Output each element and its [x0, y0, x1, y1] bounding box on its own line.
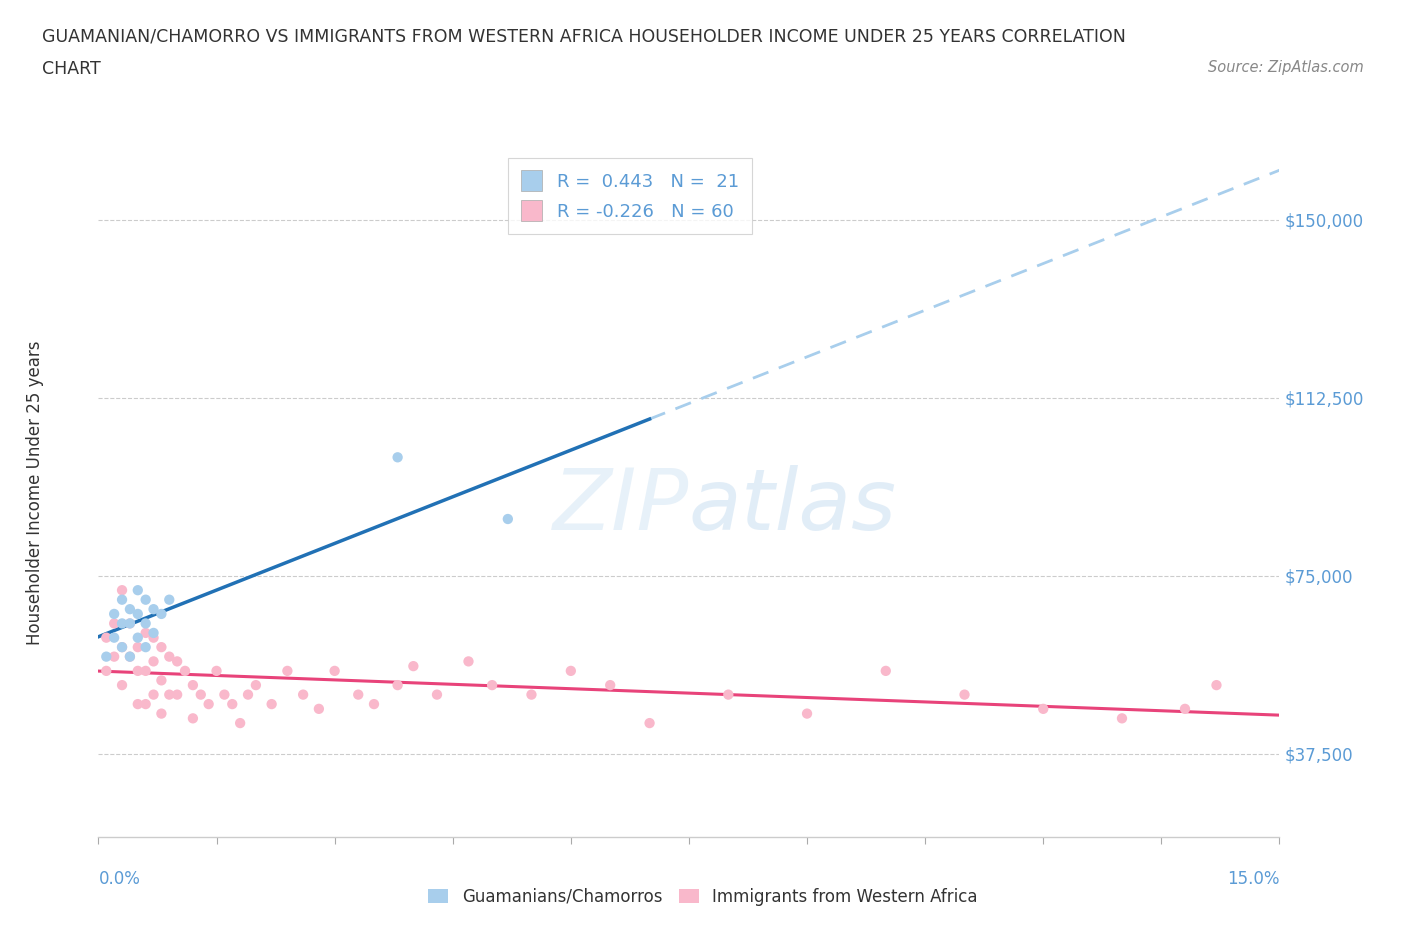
Text: 0.0%: 0.0%	[98, 870, 141, 887]
Point	[135, 640, 157, 655]
Point	[135, 663, 157, 678]
Point	[1111, 711, 1133, 725]
Point	[457, 654, 479, 669]
Point	[96, 649, 118, 664]
Point	[638, 716, 661, 731]
Point	[157, 649, 180, 664]
Point	[111, 640, 134, 655]
Point	[1174, 701, 1197, 716]
Point	[308, 701, 330, 716]
Point	[127, 640, 149, 655]
Point	[118, 616, 141, 631]
Point	[118, 649, 141, 664]
Point	[560, 663, 582, 678]
Legend: Guamanians/Chamorros, Immigrants from Western Africa: Guamanians/Chamorros, Immigrants from We…	[422, 881, 984, 912]
Point	[387, 678, 409, 693]
Point	[426, 687, 449, 702]
Point	[875, 663, 897, 678]
Point	[166, 654, 188, 669]
Text: atlas: atlas	[689, 465, 897, 548]
Point	[363, 697, 385, 711]
Point	[111, 616, 134, 631]
Point	[135, 626, 157, 641]
Point	[221, 697, 243, 711]
Point	[205, 663, 228, 678]
Point	[229, 716, 252, 731]
Point	[402, 658, 425, 673]
Point	[347, 687, 370, 702]
Text: CHART: CHART	[42, 60, 101, 78]
Point	[197, 697, 219, 711]
Point	[599, 678, 621, 693]
Point	[236, 687, 259, 702]
Point	[111, 592, 134, 607]
Point	[292, 687, 315, 702]
Point	[103, 649, 125, 664]
Point	[111, 583, 134, 598]
Point	[103, 616, 125, 631]
Point	[127, 663, 149, 678]
Point	[142, 631, 165, 645]
Point	[118, 616, 141, 631]
Point	[142, 687, 165, 702]
Point	[323, 663, 346, 678]
Point	[181, 678, 204, 693]
Point	[387, 450, 409, 465]
Point	[127, 583, 149, 598]
Point	[127, 697, 149, 711]
Point	[118, 649, 141, 664]
Point	[260, 697, 283, 711]
Point	[142, 626, 165, 641]
Point	[111, 678, 134, 693]
Point	[157, 687, 180, 702]
Point	[174, 663, 197, 678]
Point	[135, 697, 157, 711]
Point	[1205, 678, 1227, 693]
Text: ZIP: ZIP	[553, 465, 689, 548]
Point	[717, 687, 740, 702]
Point	[142, 654, 165, 669]
Point	[150, 706, 173, 721]
Point	[150, 673, 173, 688]
Point	[142, 602, 165, 617]
Text: GUAMANIAN/CHAMORRO VS IMMIGRANTS FROM WESTERN AFRICA HOUSEHOLDER INCOME UNDER 25: GUAMANIAN/CHAMORRO VS IMMIGRANTS FROM WE…	[42, 28, 1126, 46]
Point	[103, 606, 125, 621]
Point	[103, 631, 125, 645]
Text: Source: ZipAtlas.com: Source: ZipAtlas.com	[1208, 60, 1364, 75]
Text: Householder Income Under 25 years: Householder Income Under 25 years	[27, 340, 44, 645]
Point	[181, 711, 204, 725]
Point	[157, 592, 180, 607]
Point	[111, 640, 134, 655]
Point	[276, 663, 298, 678]
Point	[520, 687, 543, 702]
Point	[796, 706, 818, 721]
Point	[953, 687, 976, 702]
Point	[135, 616, 157, 631]
Point	[245, 678, 267, 693]
Point	[96, 663, 118, 678]
Point	[190, 687, 212, 702]
Point	[150, 606, 173, 621]
Point	[481, 678, 503, 693]
Point	[135, 592, 157, 607]
Point	[150, 640, 173, 655]
Point	[127, 631, 149, 645]
Point	[96, 631, 118, 645]
Text: 15.0%: 15.0%	[1227, 870, 1279, 887]
Point	[118, 602, 141, 617]
Point	[127, 606, 149, 621]
Point	[1032, 701, 1054, 716]
Point	[166, 687, 188, 702]
Point	[214, 687, 236, 702]
Point	[496, 512, 519, 526]
Legend: R =  0.443   N =  21, R = -0.226   N = 60: R = 0.443 N = 21, R = -0.226 N = 60	[508, 158, 752, 233]
